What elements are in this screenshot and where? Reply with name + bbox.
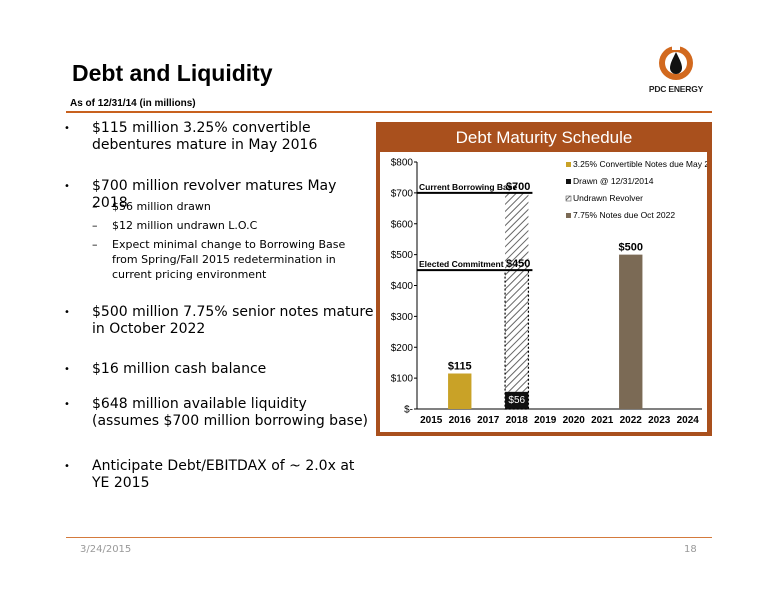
x-tick-label: 2022: [620, 415, 643, 426]
bullet-text: Anticipate Debt/EBITDAX of ~ 2.0x at YE …: [92, 458, 355, 491]
x-tick-label: 2015: [420, 415, 443, 426]
slide-subtitle: As of 12/31/14 (in millions): [70, 98, 196, 109]
x-tick-label: 2019: [534, 415, 557, 426]
sub-bullet-dash: –: [92, 200, 98, 213]
bullet-dot: •: [64, 307, 70, 318]
bullet-text: $700 million revolver matures May 2018: [92, 178, 337, 211]
page-number: 18: [684, 544, 697, 555]
x-tick-label: 2024: [677, 415, 700, 426]
y-tick-label: $400: [391, 281, 414, 292]
elected-commitment-outline: [504, 269, 530, 410]
chart-svg: $- $100 $200 $300 $400 $500 $600 $700 $800 2015 20…: [391, 158, 724, 427]
chart-title: Debt Maturity Schedule: [455, 128, 633, 147]
sub-bullet-text: Expect minimal change to Borrowing Base …: [112, 238, 346, 281]
bullet-dot: •: [64, 399, 70, 410]
legend-swatch: [566, 179, 571, 184]
x-tick-label: 2016: [449, 415, 472, 426]
legend-label: Drawn @ 12/31/2014: [573, 176, 654, 186]
reference-line-label: Elected Commitment: [419, 259, 504, 269]
sub-bullet-text: $12 million undrawn L.O.C: [112, 219, 258, 232]
x-tick-label: 2020: [563, 415, 586, 426]
bullet-text: $648 million available liquidity (assume…: [92, 396, 369, 429]
logo-text: PDC ENERGY: [648, 84, 704, 94]
y-tick-label: $500: [391, 250, 414, 261]
bar-3-25-convertible-notes-due-may-2016: [448, 373, 472, 409]
y-tick-label: $800: [391, 158, 414, 169]
header-rule: [66, 111, 712, 113]
y-tick-label: $700: [391, 188, 414, 199]
y-tick-label: $600: [391, 219, 414, 230]
x-tick-label: 2017: [477, 415, 500, 426]
sub-bullet-text: $56 million drawn: [112, 200, 211, 213]
legend-label: 7.75% Notes due Oct 2022: [573, 210, 675, 220]
bullet-dot: •: [64, 364, 70, 375]
x-tick-label: 2021: [591, 415, 614, 426]
y-tick-label: $300: [391, 312, 414, 323]
pdc-logo-icon: [659, 44, 693, 80]
company-logo: PDC ENERGY: [636, 44, 716, 96]
y-tick-label: $100: [391, 374, 414, 385]
slide-title: Debt and Liquidity: [72, 60, 273, 86]
legend-label: Undrawn Revolver: [573, 193, 643, 203]
y-tick-label: $-: [404, 405, 413, 416]
bar-drawn-12-31-2014: [505, 391, 529, 409]
y-tick-label: $200: [391, 343, 414, 354]
reference-line-value: $700: [506, 181, 530, 193]
legend-label: 3.25% Convertible Notes due May 2016: [573, 159, 707, 169]
legend-swatch: [566, 162, 571, 167]
bullet-text: $500 million 7.75% senior notes mature i…: [92, 304, 374, 337]
data-label: $56: [508, 395, 525, 406]
footer-date: 3/24/2015: [80, 544, 132, 555]
footer-rule: [66, 537, 712, 538]
data-label: $115: [448, 360, 472, 372]
debt-maturity-chart: Debt Maturity Schedule $- $100 $200 $300 $40…: [376, 122, 724, 436]
reference-line-label: Current Borrowing Base: [419, 182, 518, 192]
data-label: $500: [619, 242, 643, 254]
sub-bullet-dash: –: [92, 238, 98, 251]
chart-plot-area: $- $100 $200 $300 $400 $500 $600 $700 $800 2015 20…: [380, 152, 724, 432]
bar-undrawn-revolver: [505, 192, 529, 392]
bullet-text: $16 million cash balance: [92, 361, 267, 377]
bullet-dot: •: [64, 181, 70, 192]
bullet-dot: •: [64, 461, 70, 472]
bar-7-75-notes-due-oct-2022: [619, 254, 643, 409]
legend-swatch: [566, 213, 571, 218]
sub-bullet-dash: –: [92, 219, 98, 232]
x-tick-label: 2018: [506, 415, 529, 426]
bullet-text: $115 million 3.25% convertible debenture…: [92, 120, 318, 153]
reference-line-value: $450: [506, 258, 530, 270]
legend-swatch: [565, 195, 572, 202]
x-tick-label: 2023: [648, 415, 671, 426]
bullet-dot: •: [64, 123, 70, 134]
